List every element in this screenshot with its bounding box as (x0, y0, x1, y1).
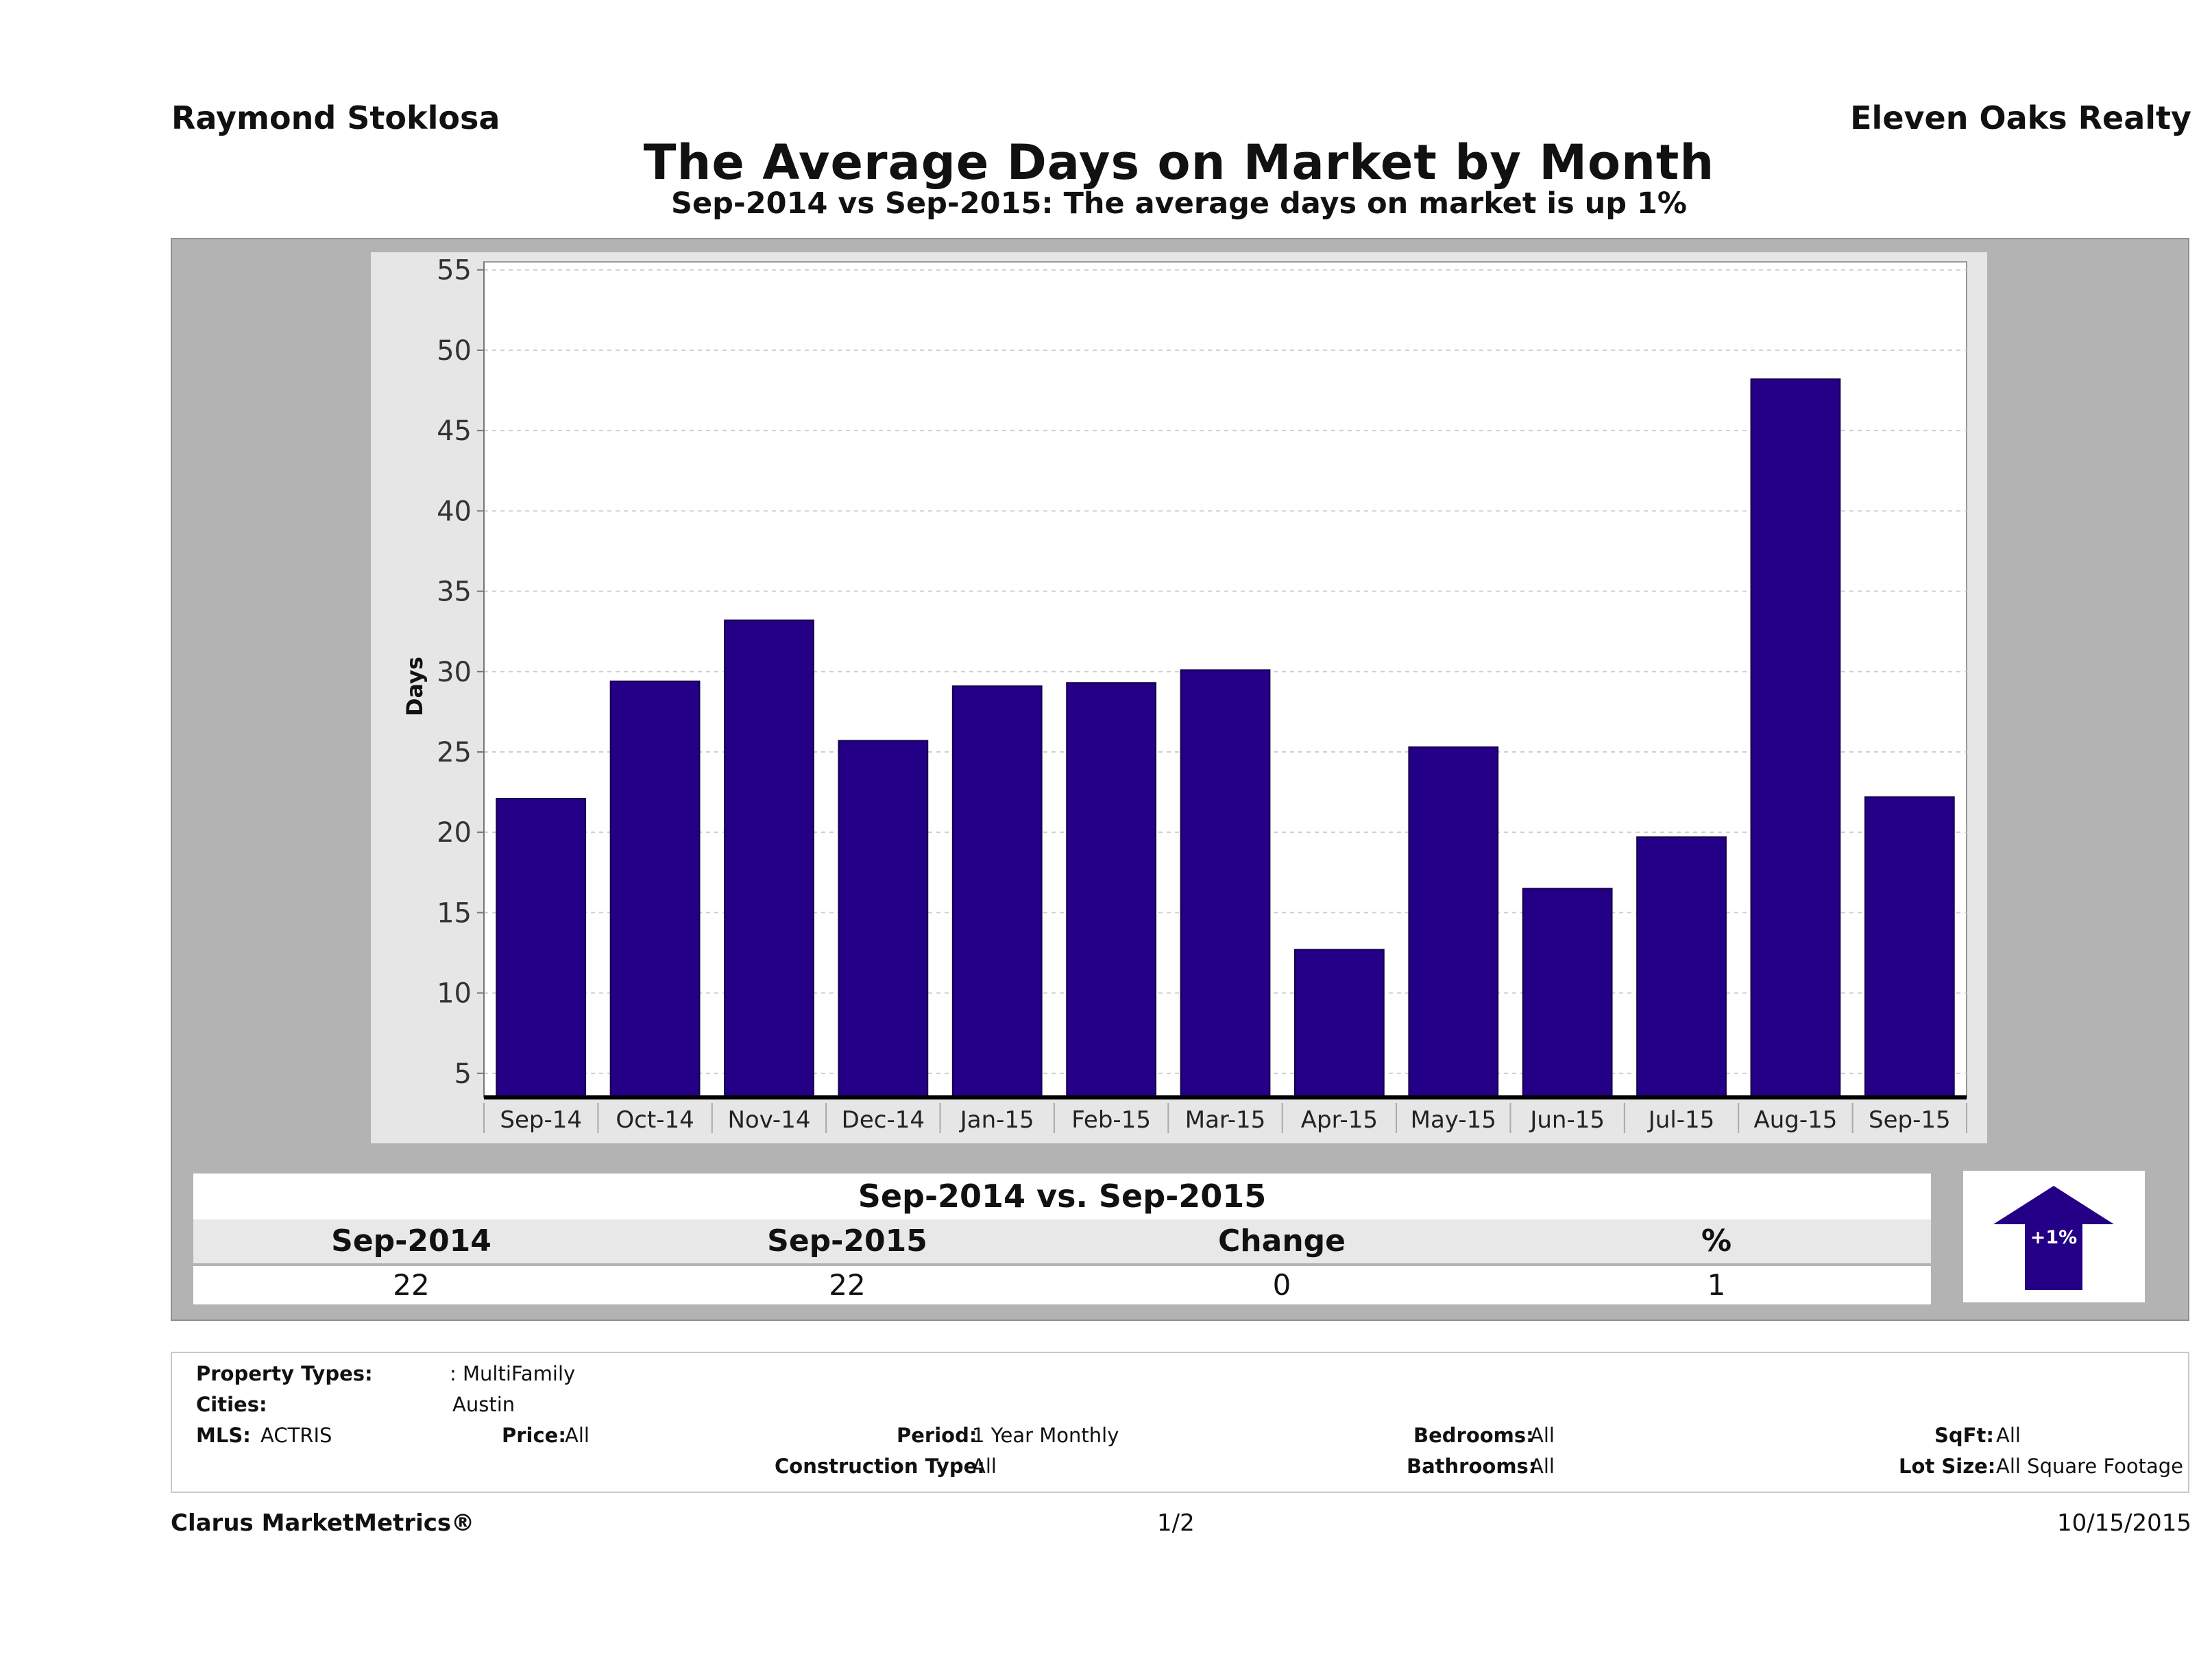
company-name: Eleven Oaks Realty (1850, 99, 2191, 136)
x-tick-label: Apr-15 (1301, 1106, 1378, 1134)
agent-name: Raymond Stoklosa (171, 99, 500, 136)
construction-type-value: All (972, 1455, 997, 1478)
summary-header-percent: % (1701, 1224, 1732, 1258)
bedrooms-value: All (1530, 1424, 1555, 1447)
sqft-value: All (1996, 1424, 2021, 1447)
mls-value: ACTRIS (260, 1424, 332, 1447)
price-value: All (565, 1424, 590, 1447)
bar-nov-14 (724, 619, 814, 1098)
y-tick-label: 25 (437, 737, 472, 768)
summary-value-change: 0 (1272, 1268, 1291, 1302)
x-tick-label: Sep-14 (500, 1106, 582, 1134)
bar-jan-15 (951, 685, 1043, 1098)
bar-oct-14 (609, 680, 701, 1098)
summary-value-bar (193, 1266, 1931, 1304)
y-tick-label: 35 (437, 576, 472, 608)
x-tick-label: Mar-15 (1185, 1106, 1266, 1134)
bar-apr-15 (1293, 949, 1385, 1098)
footer-brand: Clarus MarketMetrics® (171, 1509, 475, 1537)
bar-feb-15 (1066, 682, 1157, 1098)
x-tick-label: Jan-15 (959, 1106, 1034, 1134)
chart-title: The Average Days on Market by Month (643, 134, 1715, 191)
y-tick-label: 5 (454, 1058, 472, 1090)
y-tick-label: 30 (437, 657, 472, 688)
bar-sep-14 (496, 797, 587, 1098)
chart-subtitle: Sep-2014 vs Sep-2015: The average days o… (670, 186, 1688, 221)
footer-date: 10/15/2015 (2057, 1509, 2191, 1537)
y-tick-label: 20 (437, 817, 472, 849)
property-types-label: Property Types: (196, 1362, 373, 1385)
mls-label: MLS: (196, 1424, 251, 1447)
summary-title-bar (193, 1174, 1931, 1219)
summary-value-sep-2014: 22 (393, 1268, 430, 1302)
bathrooms-value: All (1530, 1455, 1555, 1478)
change-badge-label: +1% (2030, 1227, 2077, 1248)
construction-type-label: Construction Type: (775, 1455, 985, 1478)
bar-mar-15 (1180, 669, 1271, 1098)
up-arrow-shape (1993, 1186, 2114, 1290)
x-tick-label: Jul-15 (1647, 1106, 1715, 1134)
bar-aug-15 (1750, 378, 1841, 1098)
up-arrow-icon: +1% (1993, 1186, 2114, 1290)
summary-value-sep-2015: 22 (829, 1268, 866, 1302)
x-tick-label: Aug-15 (1753, 1106, 1837, 1134)
summary-title: Sep-2014 vs. Sep-2015 (858, 1178, 1267, 1215)
y-tick-label: 10 (437, 978, 472, 1010)
footer-page-number: 1/2 (1157, 1509, 1195, 1537)
y-axis-label: Days (402, 657, 428, 716)
lot-size-label: Lot Size: (1899, 1455, 1996, 1478)
x-tick-label: Jun-15 (1529, 1106, 1605, 1134)
summary-header-sep-2014: Sep-2014 (331, 1224, 491, 1258)
y-tick-label: 45 (437, 415, 472, 447)
x-tick-label: Nov-14 (727, 1106, 810, 1134)
x-tick-label: Feb-15 (1071, 1106, 1151, 1134)
summary-header-sep-2015: Sep-2015 (767, 1224, 927, 1258)
bar-jun-15 (1522, 888, 1613, 1098)
x-tick-label: Oct-14 (616, 1106, 694, 1134)
period-value: 1 Year Monthly (972, 1424, 1119, 1447)
x-tick-label: Dec-14 (842, 1106, 925, 1134)
y-tick-label: 50 (437, 335, 472, 367)
summary-header-change: Change (1218, 1224, 1346, 1258)
y-tick-label: 55 (437, 255, 472, 287)
y-tick-label: 40 (437, 496, 472, 527)
bar-sep-15 (1864, 796, 1955, 1098)
bedrooms-label: Bedrooms: (1413, 1424, 1534, 1447)
lot-size-value: All Square Footage (1996, 1455, 2184, 1478)
x-tick-label: Sep-15 (1869, 1106, 1951, 1134)
bar-dec-14 (838, 740, 929, 1098)
search-criteria-box (171, 1352, 2189, 1493)
sqft-label: SqFt: (1934, 1424, 1994, 1447)
cities-label: Cities: (196, 1393, 267, 1416)
x-tick-label: May-15 (1411, 1106, 1496, 1134)
bar-jul-15 (1636, 836, 1727, 1098)
y-tick-label: 15 (437, 897, 472, 929)
period-label: Period: (897, 1424, 977, 1447)
bar-may-15 (1408, 746, 1499, 1098)
price-label: Price: (502, 1424, 566, 1447)
property-types-value: : MultiFamily (450, 1362, 576, 1385)
summary-header-bar (193, 1219, 1931, 1263)
bar-chart: 5 10 15 20 25 30 35 40 45 50 55 Days Sep-14 Oct-14 Nov… (402, 255, 1967, 1134)
bathrooms-label: Bathrooms: (1407, 1455, 1537, 1478)
summary-value-percent: 1 (1707, 1268, 1726, 1302)
cities-value: Austin (452, 1393, 515, 1416)
